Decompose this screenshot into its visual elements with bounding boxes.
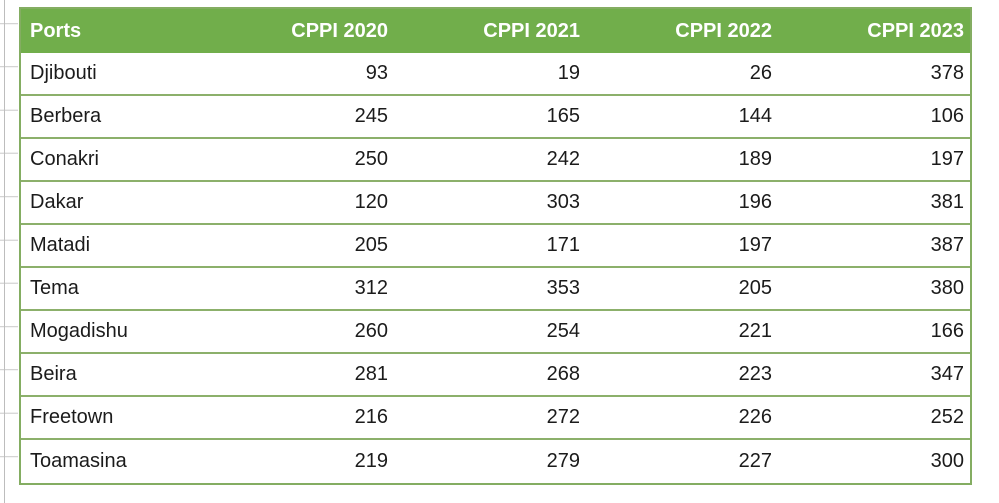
cppi-2021-cell[interactable]: 279 bbox=[546, 450, 580, 472]
port-name-cell[interactable]: Djibouti bbox=[30, 62, 97, 84]
cppi-2023-cell[interactable]: 166 bbox=[930, 320, 964, 342]
table-row[interactable]: Beira 281 268 223 347 bbox=[21, 354, 970, 397]
spreadsheet-gridlines bbox=[0, 0, 18, 503]
table-body: Djibouti 93 19 26 378 Berbera 245 165 14… bbox=[21, 53, 970, 483]
port-name-cell[interactable]: Toamasina bbox=[30, 450, 127, 472]
cppi-2023-cell[interactable]: 106 bbox=[930, 105, 964, 127]
table-row[interactable]: Matadi 205 171 197 387 bbox=[21, 225, 970, 268]
cppi-2020-cell[interactable]: 120 bbox=[354, 191, 388, 213]
cppi-2022-cell[interactable]: 205 bbox=[738, 277, 772, 299]
cppi-2021-cell[interactable]: 19 bbox=[557, 62, 580, 84]
header-cell-cppi-2022[interactable]: CPPI 2022 bbox=[675, 19, 772, 42]
cppi-2020-cell[interactable]: 312 bbox=[354, 277, 388, 299]
cppi-2023-cell[interactable]: 378 bbox=[930, 62, 964, 84]
cppi-2020-cell[interactable]: 216 bbox=[354, 406, 388, 428]
cppi-2023-cell[interactable]: 387 bbox=[930, 234, 964, 256]
cppi-2020-cell[interactable]: 219 bbox=[354, 450, 388, 472]
cppi-2021-cell[interactable]: 268 bbox=[546, 363, 580, 385]
cppi-2021-cell[interactable]: 272 bbox=[546, 406, 580, 428]
header-cell-cppi-2023[interactable]: CPPI 2023 bbox=[867, 19, 964, 42]
port-name-cell[interactable]: Mogadishu bbox=[30, 320, 128, 342]
cppi-2021-cell[interactable]: 165 bbox=[546, 105, 580, 127]
port-name-cell[interactable]: Beira bbox=[30, 363, 77, 385]
port-name-cell[interactable]: Matadi bbox=[30, 234, 91, 256]
cppi-2020-cell[interactable]: 245 bbox=[354, 105, 388, 127]
cppi-2022-cell[interactable]: 223 bbox=[738, 363, 772, 385]
cppi-2023-cell[interactable]: 197 bbox=[930, 148, 964, 170]
table-row[interactable]: Toamasina 219 279 227 300 bbox=[21, 440, 970, 483]
header-cell-ports[interactable]: Ports bbox=[30, 19, 82, 42]
cppi-2022-cell[interactable]: 197 bbox=[738, 234, 772, 256]
cppi-2022-cell[interactable]: 144 bbox=[738, 105, 772, 127]
cppi-2020-cell[interactable]: 260 bbox=[354, 320, 388, 342]
table-header-row: Ports CPPI 2020 CPPI 2021 CPPI 2022 CPPI… bbox=[21, 9, 970, 53]
table-row[interactable]: Dakar 120 303 196 381 bbox=[21, 182, 970, 225]
cppi-2020-cell[interactable]: 281 bbox=[354, 363, 388, 385]
spreadsheet-column-edge bbox=[4, 0, 5, 503]
cppi-2021-cell[interactable]: 171 bbox=[546, 234, 580, 256]
cppi-2023-cell[interactable]: 347 bbox=[930, 363, 964, 385]
cppi-2022-cell[interactable]: 221 bbox=[738, 320, 772, 342]
cppi-2022-cell[interactable]: 196 bbox=[738, 191, 772, 213]
port-name-cell[interactable]: Conakri bbox=[30, 148, 99, 170]
header-cell-cppi-2020[interactable]: CPPI 2020 bbox=[291, 19, 388, 42]
cppi-2020-cell[interactable]: 93 bbox=[365, 62, 388, 84]
cppi-2021-cell[interactable]: 303 bbox=[546, 191, 580, 213]
cppi-2023-cell[interactable]: 380 bbox=[930, 277, 964, 299]
cppi-table: Ports CPPI 2020 CPPI 2021 CPPI 2022 CPPI… bbox=[19, 7, 972, 485]
port-name-cell[interactable]: Berbera bbox=[30, 105, 102, 127]
cppi-2023-cell[interactable]: 252 bbox=[930, 406, 964, 428]
table-row[interactable]: Berbera 245 165 144 106 bbox=[21, 96, 970, 139]
cppi-2022-cell[interactable]: 227 bbox=[738, 450, 772, 472]
cppi-2022-cell[interactable]: 226 bbox=[738, 406, 772, 428]
cppi-2023-cell[interactable]: 381 bbox=[930, 191, 964, 213]
header-cell-cppi-2021[interactable]: CPPI 2021 bbox=[483, 19, 580, 42]
table-row[interactable]: Tema 312 353 205 380 bbox=[21, 268, 970, 311]
cppi-2023-cell[interactable]: 300 bbox=[930, 450, 964, 472]
port-name-cell[interactable]: Tema bbox=[30, 277, 79, 299]
cppi-2021-cell[interactable]: 242 bbox=[546, 148, 580, 170]
cppi-2022-cell[interactable]: 26 bbox=[749, 62, 772, 84]
cppi-2020-cell[interactable]: 205 bbox=[354, 234, 388, 256]
cppi-2022-cell[interactable]: 189 bbox=[738, 148, 772, 170]
port-name-cell[interactable]: Dakar bbox=[30, 191, 84, 213]
table-row[interactable]: Freetown 216 272 226 252 bbox=[21, 397, 970, 440]
table-row[interactable]: Conakri 250 242 189 197 bbox=[21, 139, 970, 182]
port-name-cell[interactable]: Freetown bbox=[30, 406, 114, 428]
cppi-2021-cell[interactable]: 353 bbox=[546, 277, 580, 299]
table-row[interactable]: Mogadishu 260 254 221 166 bbox=[21, 311, 970, 354]
table-row[interactable]: Djibouti 93 19 26 378 bbox=[21, 53, 970, 96]
cppi-2020-cell[interactable]: 250 bbox=[354, 148, 388, 170]
cppi-2021-cell[interactable]: 254 bbox=[546, 320, 580, 342]
